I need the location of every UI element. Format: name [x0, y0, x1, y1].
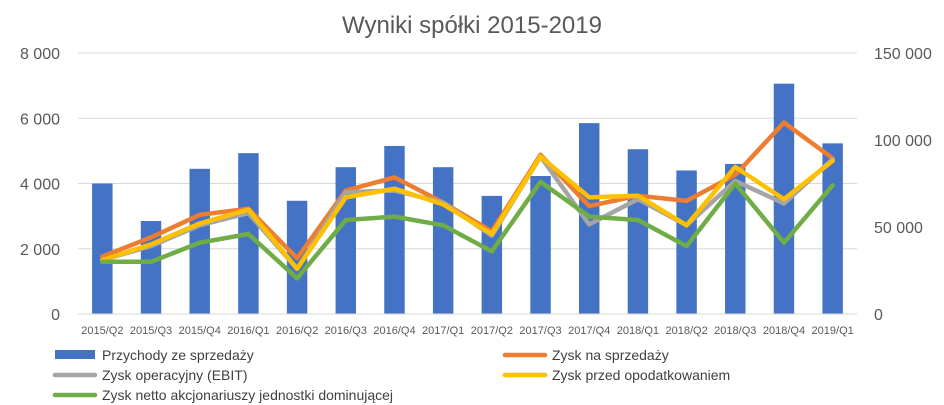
bar	[676, 170, 697, 314]
x-tick-label: 2017/Q3	[519, 325, 561, 337]
x-tick-label: 2018/Q4	[763, 325, 805, 337]
chart-title: Wyniki spółki 2015-2019	[342, 12, 602, 39]
y2-tick-label: 0	[874, 307, 883, 324]
x-tick-label: 2015/Q2	[81, 325, 123, 337]
line-series-group	[100, 120, 835, 281]
y2-tick-label: 100 000	[874, 133, 932, 150]
legend-label: Zysk operacyjny (EBIT)	[102, 367, 247, 383]
x-tick-label: 2017/Q1	[422, 325, 464, 337]
x-tick-label: 2016/Q3	[325, 325, 367, 337]
legend-label: Zysk przed opodatkowaniem	[552, 367, 730, 383]
y-tick-label: 0	[51, 307, 60, 324]
legend-item: Przychody ze sprzedaży	[55, 347, 254, 363]
bar	[627, 149, 649, 314]
legend-label: Zysk na sprzedaży	[552, 347, 669, 363]
y-tick-label: 2 000	[20, 242, 60, 259]
legend-label: Zysk netto akcjonariuszy jednostki domin…	[102, 387, 393, 403]
series-line	[100, 154, 835, 272]
x-tick-label: 2017/Q2	[471, 325, 513, 337]
bar	[384, 145, 405, 314]
legend: Przychody ze sprzedaży Zysk na sprzedaży Z…	[52, 347, 730, 403]
x-tick-label: 2015/Q4	[179, 325, 221, 337]
bar	[481, 195, 503, 314]
y-tick-label: 6 000	[20, 111, 60, 128]
line-series	[100, 179, 835, 281]
axes: 0 2 000 4 000 6 000 8 000 0 50 000 100 000 150 0…	[20, 46, 932, 337]
x-tick-label: 2019/Q1	[812, 325, 854, 337]
y2-tick-label: 150 000	[874, 46, 932, 63]
series-line	[100, 179, 835, 281]
bar	[530, 175, 551, 314]
legend-swatch	[55, 350, 95, 359]
legend-item: Zysk na sprzedaży	[502, 347, 669, 363]
legend-item: Zysk przed opodatkowaniem	[502, 367, 730, 383]
legend-label: Przychody ze sprzedaży	[102, 347, 254, 363]
bar	[725, 163, 746, 314]
x-tick-label: 2015/Q3	[130, 325, 172, 337]
x-tick-label: 2016/Q4	[373, 325, 415, 337]
line-series	[100, 154, 835, 272]
y-tick-label: 8 000	[20, 46, 60, 63]
x-tick-label: 2018/Q3	[714, 325, 756, 337]
x-tick-label: 2018/Q2	[665, 325, 707, 337]
legend-item: Zysk netto akcjonariuszy jednostki domin…	[52, 387, 393, 403]
bar	[432, 167, 454, 314]
x-tick-label: 2016/Q1	[227, 325, 269, 337]
bar	[822, 143, 843, 314]
y-tick-label: 4 000	[20, 177, 60, 194]
x-tick-label: 2018/Q1	[617, 325, 659, 337]
bar	[92, 183, 113, 314]
y2-tick-label: 50 000	[874, 220, 923, 237]
legend-item: Zysk operacyjny (EBIT)	[52, 367, 247, 383]
x-tick-label: 2016/Q2	[276, 325, 318, 337]
x-tick-label: 2017/Q4	[568, 325, 610, 337]
